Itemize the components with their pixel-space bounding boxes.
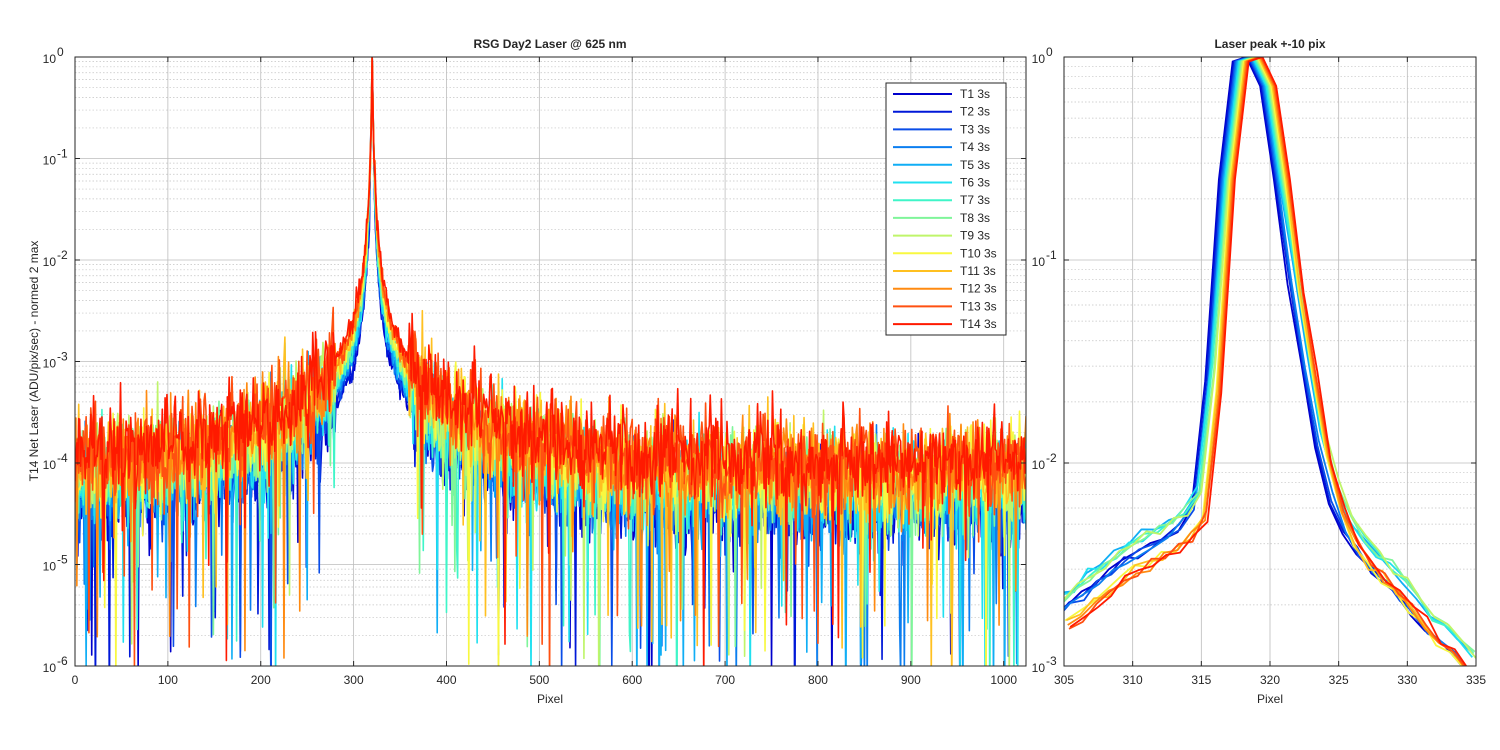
legend-entry: T11 3s (960, 264, 996, 278)
legend-entry: T8 3s (960, 211, 990, 225)
y-tick-exponent: -1 (1046, 248, 1057, 262)
x-tick-label: 1000 (990, 673, 1017, 687)
y-tick-exponent: -2 (57, 248, 68, 262)
x-tick-label: 100 (158, 673, 178, 687)
peak-series-line-t14-3s (1069, 57, 1468, 666)
y-tick-label: 10 (43, 560, 57, 574)
main-spectrum-chart: 0 100 200 300 400 500 600 700 800 900 1000 10 -610-… (27, 37, 1027, 706)
y-tick-exponent: 0 (57, 45, 64, 59)
y-tick-exponent: -5 (57, 553, 68, 567)
x-tick-label: 310 (1123, 673, 1143, 687)
series-line-t14-3s (75, 57, 1026, 666)
y-tick-exponent: -3 (57, 350, 68, 364)
x-tick-label: 305 (1054, 673, 1074, 687)
y-tick-exponent: 0 (1046, 45, 1053, 59)
peak-series-line-t10-3s (1064, 57, 1464, 666)
legend-entry: T9 3s (960, 229, 990, 243)
legend-box (885, 82, 1007, 336)
peak-series-line-t12-3s (1067, 57, 1465, 666)
grid (74, 56, 1026, 667)
x-axis-label: Pixel (1257, 692, 1283, 706)
y-axis-label: T14 Net Laser (ADU/pix/sec) - normed 2 m… (27, 241, 41, 482)
peak-series-line-t7-3s (1064, 57, 1475, 655)
peak-series-line-t9-3s (1064, 57, 1476, 659)
legend-entry: T6 3s (960, 176, 990, 190)
peak-series-line-t11-3s (1066, 57, 1465, 666)
x-tick-label: 200 (251, 673, 271, 687)
series-group (1064, 57, 1476, 666)
chart-title: Laser peak +-10 pix (1214, 37, 1325, 51)
peak-series-line-t3-3s (1064, 57, 1466, 666)
legend-entry: T4 3s (960, 140, 990, 154)
y-tick-label: 10 (43, 52, 57, 66)
x-tick-label: 400 (436, 673, 456, 687)
legend-entry: T7 3s (960, 193, 990, 207)
y-tick-label: 10 (1032, 255, 1046, 269)
y-tick-exponent: -6 (57, 654, 68, 668)
legend-entry: T3 3s (960, 122, 990, 136)
chart-title: RSG Day2 Laser @ 625 nm (473, 37, 626, 51)
x-tick-label: 500 (529, 673, 549, 687)
legend-entry: T14 3s (960, 317, 997, 331)
legend-entry: T10 3s (960, 246, 997, 260)
x-tick-label: 300 (344, 673, 364, 687)
y-tick-exponent: -3 (1046, 654, 1057, 668)
x-axis-label: Pixel (537, 692, 563, 706)
series-group (75, 57, 1026, 666)
y-tick-label: 10 (1032, 661, 1046, 675)
y-tick-label: 10 (43, 357, 57, 371)
y-tick-exponent: -1 (57, 147, 68, 161)
x-tick-label: 900 (901, 673, 921, 687)
x-tick-label: 325 (1329, 673, 1349, 687)
legend-entry: T12 3s (960, 282, 997, 296)
x-tick-label: 330 (1397, 673, 1417, 687)
y-tick-label: 10 (1032, 458, 1046, 472)
y-tick-label: 10 (1032, 52, 1046, 66)
y-tick-exponent: -4 (57, 451, 68, 465)
y-tick-label: 10 (43, 154, 57, 168)
x-tick-label: 600 (622, 673, 642, 687)
x-tick-label: 320 (1260, 673, 1280, 687)
y-tick-exponent: -2 (1046, 451, 1057, 465)
legend-entry: T5 3s (960, 158, 990, 172)
y-tick-label: 10 (43, 661, 57, 675)
x-tick-labels: 305 310 315 320 325 330 335 (1054, 57, 1486, 687)
y-tick-label: 10 (43, 458, 57, 472)
legend-entry: T1 3s (960, 87, 990, 101)
x-tick-label: 700 (715, 673, 735, 687)
legend-entry: T13 3s (960, 299, 997, 313)
x-tick-labels: 0 100 200 300 400 500 600 700 800 900 1000 (72, 57, 1017, 687)
legend: T1 3s T2 3s T3 3s T4 3s T5 3s T6 3s T7 3s T8 3s… (885, 82, 1007, 336)
x-tick-label: 335 (1466, 673, 1486, 687)
x-tick-label: 315 (1191, 673, 1211, 687)
x-tick-label: 800 (808, 673, 828, 687)
legend-entry: T2 3s (960, 105, 990, 119)
x-tick-label: 0 (72, 673, 79, 687)
y-tick-label: 10 (43, 255, 57, 269)
